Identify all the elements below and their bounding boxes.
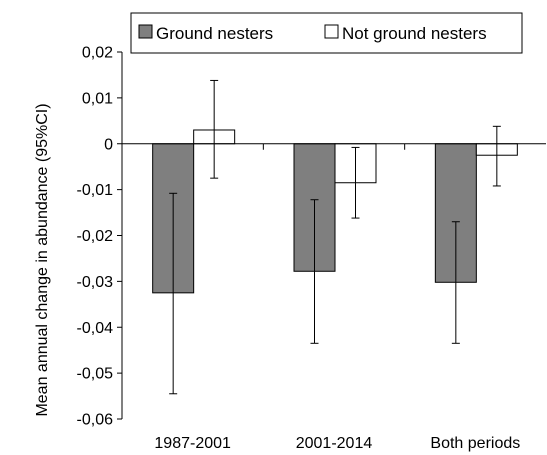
legend-label-not-ground-nesters: Not ground nesters xyxy=(342,24,487,43)
plot-area: 0,02 0,01 0 -0,01 -0,02 -0,03 -0,04 -0,05 -0,06 1… xyxy=(77,45,546,452)
legend: Ground nesters Not ground nesters xyxy=(130,12,523,54)
y-axis-title: Mean annual change in abundance (95%CI) xyxy=(34,103,51,416)
legend-label-ground-nesters: Ground nesters xyxy=(156,24,273,43)
y-tick-label: -0,06 xyxy=(77,412,114,429)
y-tick-label: 0 xyxy=(104,136,113,153)
x-category-label: Both periods xyxy=(430,435,520,452)
y-tick-label: -0,04 xyxy=(77,320,114,337)
y-tick-label: 0,01 xyxy=(82,90,113,107)
legend-swatch-not-ground-nesters xyxy=(324,24,339,39)
y-tick-label: -0,02 xyxy=(77,228,114,245)
x-category-label: 1987-2001 xyxy=(154,435,231,452)
y-tick-label: 0,02 xyxy=(82,45,113,62)
y-tick-label: -0,01 xyxy=(77,182,114,199)
legend-swatch-ground-nesters xyxy=(138,24,153,39)
x-category-label: 2001-2014 xyxy=(296,435,373,452)
y-tick-label: -0,03 xyxy=(77,274,114,291)
y-tick-label: -0,05 xyxy=(77,366,114,383)
